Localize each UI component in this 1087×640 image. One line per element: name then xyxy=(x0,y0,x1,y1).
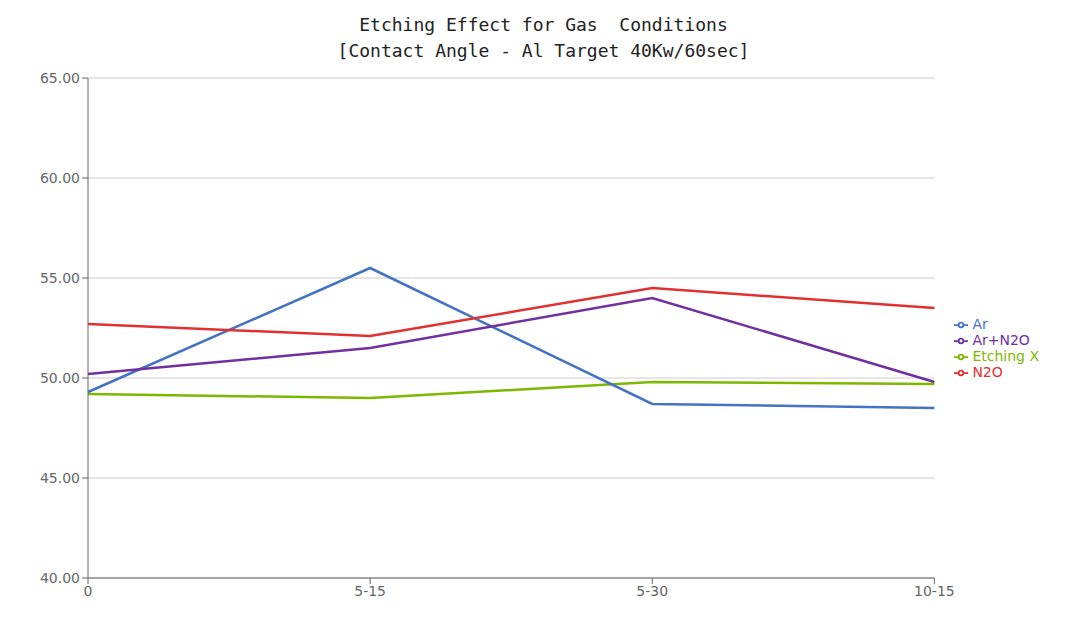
html-text:Etching Effect for Gas Conditi: Etching Effect for Gas Conditions xyxy=(359,14,728,35)
svg-text:10-15: 10-15 xyxy=(914,583,955,599)
svg-text:5-15: 5-15 xyxy=(354,583,386,599)
html-text:[Contact Angle - Al Target 40K: [Contact Angle - Al Target 40Kw/60sec] xyxy=(337,40,750,61)
svg-text:0: 0 xyxy=(84,583,93,599)
svg-text:65.00: 65.00 xyxy=(40,70,80,86)
svg-text:60.00: 60.00 xyxy=(40,170,80,186)
svg-text:40.00: 40.00 xyxy=(40,570,80,586)
html-text:N2O: N2O xyxy=(972,364,1003,380)
svg-text:5-30: 5-30 xyxy=(636,583,668,599)
svg-text:50.00: 50.00 xyxy=(40,370,80,386)
html-text:Ar: Ar xyxy=(972,316,988,332)
html-text:Etching X: Etching X xyxy=(972,348,1039,364)
svg-text:55.00: 55.00 xyxy=(40,270,80,286)
svg-text:45.00: 45.00 xyxy=(40,470,80,486)
html-text:Ar+N2O: Ar+N2O xyxy=(972,332,1030,348)
